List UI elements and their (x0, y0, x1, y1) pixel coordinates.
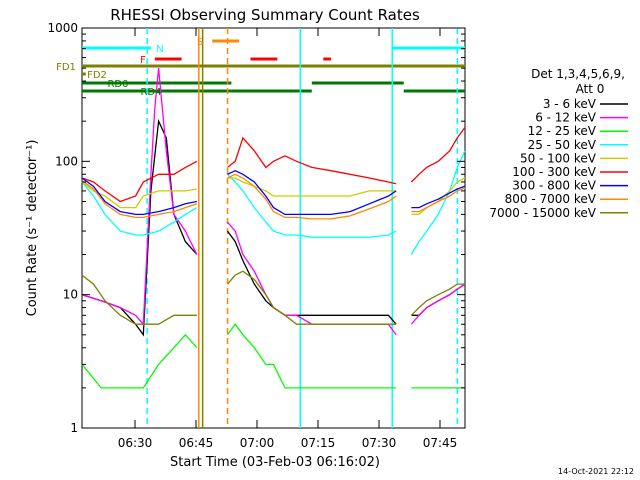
series-line (227, 173, 397, 238)
x-tick-label: 07:15 (301, 436, 336, 450)
y-tick-label: 100 (55, 154, 78, 168)
series-line (81, 160, 198, 203)
series-line (410, 150, 466, 255)
series-line (81, 181, 198, 236)
series-line (410, 126, 466, 183)
plot-area (81, 27, 466, 429)
series-line (227, 173, 397, 220)
y-tick-label: 1 (70, 421, 78, 435)
flag-label: FD1 (56, 62, 76, 73)
series-line (410, 283, 466, 325)
legend-label: 12 - 25 keV (528, 124, 597, 138)
y-tick-label: 10 (63, 288, 78, 302)
legend-label: 7000 - 15000 keV (489, 206, 596, 220)
flag-label: RD0 (107, 79, 128, 90)
series-line (227, 177, 397, 197)
plot-frame (81, 27, 466, 429)
x-tick-label: 06:45 (179, 436, 214, 450)
y-tick-label: 1000 (47, 21, 78, 35)
series-line (410, 283, 465, 316)
chart-title: RHESSI Observing Summary Count Rates (110, 6, 420, 24)
legend-label: 25 - 50 keV (528, 138, 597, 152)
flag-label: FD2 (87, 70, 107, 81)
x-axis: 06:30 06:45 07:00 07:15 07:30 07:45 (118, 28, 458, 450)
x-tick-label: 07:00 (240, 436, 275, 450)
legend-label: 100 - 300 keV (512, 165, 596, 179)
x-tick-label: 06:30 (118, 436, 153, 450)
series-line (81, 68, 198, 326)
legend-title-line-1: Det 1,3,4,5,6,9, (531, 67, 625, 81)
flag-label: RD4 (140, 87, 161, 98)
legend-label: 6 - 12 keV (535, 111, 597, 125)
series-line (227, 270, 397, 325)
series-line (227, 136, 397, 185)
legend-label: 3 - 6 keV (543, 97, 597, 111)
series-lines (81, 68, 466, 389)
vertical-markers (146, 28, 459, 428)
series-line (411, 185, 466, 209)
x-tick-label: 07:30 (362, 436, 397, 450)
x-axis-label: Start Time (03-Feb-03 06:16:02) (170, 455, 380, 470)
series-line (226, 323, 397, 389)
legend-label: 50 - 100 keV (520, 151, 597, 165)
flag-label: N (156, 44, 163, 55)
legend-label: 800 - 7000 keV (505, 192, 597, 206)
flag-label: F (140, 55, 146, 66)
series-line (81, 274, 197, 325)
series-line (411, 187, 466, 213)
x-tick-label: 07:45 (423, 436, 458, 450)
y-axis: 1 10 100 1000 (47, 21, 465, 435)
legend-title-line-2: Att 0 (576, 82, 605, 96)
series-line (81, 333, 198, 389)
timestamp: 14-Oct-2021 22:12 (558, 467, 634, 476)
series-line (81, 177, 198, 216)
flag-label: S (197, 37, 203, 48)
series-line (227, 169, 397, 216)
y-axis-label: Count Rate (s⁻¹ detector⁻¹) (25, 140, 40, 317)
series-line (81, 179, 198, 219)
legend-label: 300 - 800 keV (512, 179, 596, 193)
